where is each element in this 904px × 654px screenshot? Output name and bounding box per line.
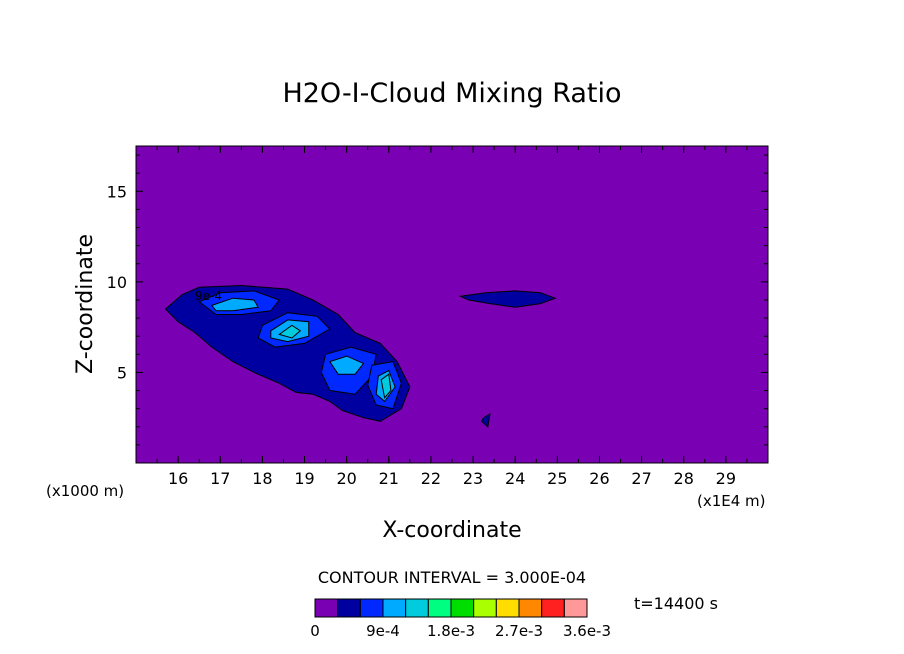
colorbar-swatch-8 bbox=[495, 598, 520, 618]
x-tick-label-7: 23 bbox=[463, 469, 483, 488]
contour-region-2 bbox=[480, 413, 491, 428]
colorbar-labels: 0 9e-4 1.8e-3 2.7e-3 3.6e-3 bbox=[310, 622, 611, 640]
x-tick-label-9: 25 bbox=[547, 469, 567, 488]
colorbar-swatch-3 bbox=[382, 598, 407, 618]
x-tick-label-8: 24 bbox=[505, 469, 525, 488]
colorbar bbox=[314, 598, 588, 618]
x-unit-left: (x1000 m) bbox=[46, 482, 124, 500]
colorbar-swatch-9 bbox=[518, 598, 543, 618]
colorbar-swatch-0 bbox=[314, 598, 339, 618]
x-tick-label-3: 19 bbox=[294, 469, 314, 488]
colorbar-label-3: 2.7e-3 bbox=[495, 622, 543, 640]
contour-region-9 bbox=[329, 355, 365, 375]
y-axis-label: Z-coordinate bbox=[73, 234, 98, 374]
colorbar-swatch-4 bbox=[405, 598, 429, 618]
colorbar-swatch-6 bbox=[450, 598, 475, 618]
x-unit-right: (x1E4 m) bbox=[697, 492, 766, 510]
y-tick-label-2: 15 bbox=[107, 182, 127, 201]
y-tick-label-1: 10 bbox=[107, 273, 127, 292]
colorbar-swatch-7 bbox=[473, 598, 497, 618]
x-tick-label-0: 16 bbox=[168, 469, 188, 488]
x-tick-label-1: 17 bbox=[210, 469, 230, 488]
x-tick-label-2: 18 bbox=[252, 469, 272, 488]
x-tick-label-4: 20 bbox=[336, 469, 356, 488]
chart-title: H2O-I-Cloud Mixing Ratio bbox=[282, 78, 621, 109]
x-tick-labels: 16 17 18 19 20 21 22 23 24 25 26 27 28 29 bbox=[168, 469, 736, 488]
colorbar-swatch-1 bbox=[337, 598, 361, 618]
contour-fills bbox=[164, 284, 557, 428]
contour-region-12 bbox=[380, 373, 392, 399]
contour-interval: CONTOUR INTERVAL = 3.000E-04 bbox=[318, 568, 586, 587]
colorbar-swatch-10 bbox=[541, 598, 565, 618]
colorbar-label-0: 0 bbox=[310, 622, 320, 640]
colorbar-swatch-11 bbox=[563, 598, 588, 618]
x-tick-label-12: 28 bbox=[674, 469, 694, 488]
colorbar-label-4: 3.6e-3 bbox=[563, 622, 611, 640]
x-tick-label-11: 27 bbox=[631, 469, 651, 488]
colorbar-label-2: 1.8e-3 bbox=[427, 622, 475, 640]
x-tick-label-10: 26 bbox=[589, 469, 609, 488]
colorbar-swatch-5 bbox=[427, 598, 452, 618]
colorbar-swatch-2 bbox=[359, 598, 384, 618]
x-tick-label-5: 21 bbox=[379, 469, 399, 488]
time-label: t=14400 s bbox=[634, 594, 718, 613]
y-tick-labels: 5 10 15 bbox=[107, 182, 127, 382]
contour-region-1 bbox=[458, 290, 557, 308]
x-tick-label-13: 29 bbox=[716, 469, 736, 488]
y-tick-label-0: 5 bbox=[117, 363, 127, 382]
x-axis-label: X-coordinate bbox=[382, 518, 521, 543]
x-tick-label-6: 22 bbox=[421, 469, 441, 488]
axis-ticks bbox=[135, 146, 769, 463]
contour-label: 9e-4 bbox=[195, 289, 222, 303]
colorbar-label-1: 9e-4 bbox=[366, 622, 400, 640]
contour-region-11 bbox=[278, 324, 302, 339]
plot-area bbox=[135, 145, 769, 464]
contour-region-7 bbox=[210, 297, 260, 312]
